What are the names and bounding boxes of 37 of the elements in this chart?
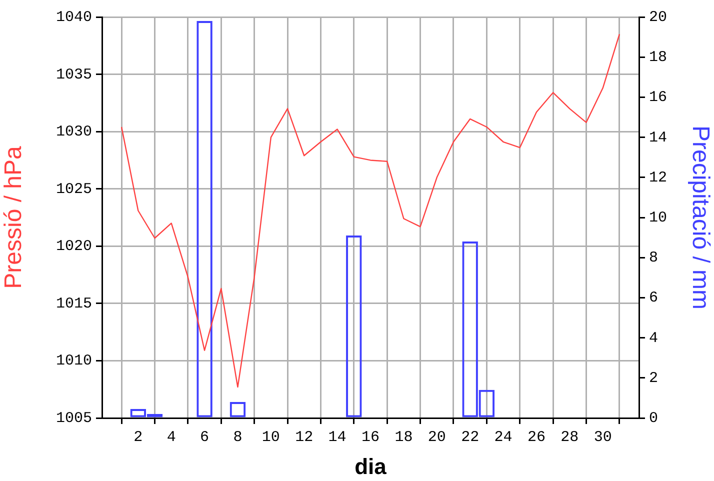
y2-tick-label: 8 — [649, 250, 658, 267]
y2-tick-label: 12 — [649, 169, 668, 186]
x-axis-title: dia — [354, 454, 388, 479]
y-tick-label: 1005 — [56, 410, 92, 427]
y2-tick-label: 18 — [649, 49, 668, 66]
y2-tick-label: 6 — [649, 290, 658, 307]
x-tick-label: 14 — [328, 428, 346, 446]
x-tick-label: 18 — [394, 428, 413, 446]
y2-axis-title: Precipitació / mm — [686, 125, 714, 310]
x-tick-label: 8 — [233, 428, 242, 446]
x-tick-label: 12 — [295, 428, 314, 446]
y2-tick-label: 20 — [649, 8, 668, 26]
x-tick-label: 28 — [560, 428, 579, 446]
x-tick-label: 16 — [361, 428, 380, 446]
y2-tick-label: 0 — [649, 410, 658, 427]
x-tick-label: 24 — [494, 428, 512, 446]
y-tick-label: 1020 — [56, 238, 92, 256]
y-tick-label: 1010 — [56, 352, 92, 370]
y-axis-title: Pressió / hPa — [0, 145, 28, 289]
y2-tick-label: 4 — [649, 330, 658, 347]
y2-tick-label: 14 — [649, 129, 668, 146]
x-tick-label: 10 — [262, 428, 280, 446]
y2-tick-label: 10 — [649, 209, 668, 226]
x-tick-label: 4 — [166, 428, 176, 446]
x-tick-label: 6 — [200, 428, 210, 446]
x-tick-label: 26 — [527, 428, 546, 446]
x-tick-label: 20 — [428, 428, 446, 446]
y-tick-label: 1025 — [56, 180, 92, 198]
y-tick-label: 1040 — [56, 8, 92, 26]
y-tick-label: 1035 — [56, 66, 92, 84]
y-tick-label: 1030 — [56, 124, 92, 141]
y-tick-label: 1015 — [56, 295, 92, 312]
y2-tick-label: 16 — [649, 89, 668, 106]
x-tick-label: 30 — [594, 428, 612, 446]
x-tick-label: 22 — [461, 428, 480, 446]
y2-tick-label: 2 — [649, 370, 658, 387]
x-tick-label: 2 — [134, 428, 143, 446]
